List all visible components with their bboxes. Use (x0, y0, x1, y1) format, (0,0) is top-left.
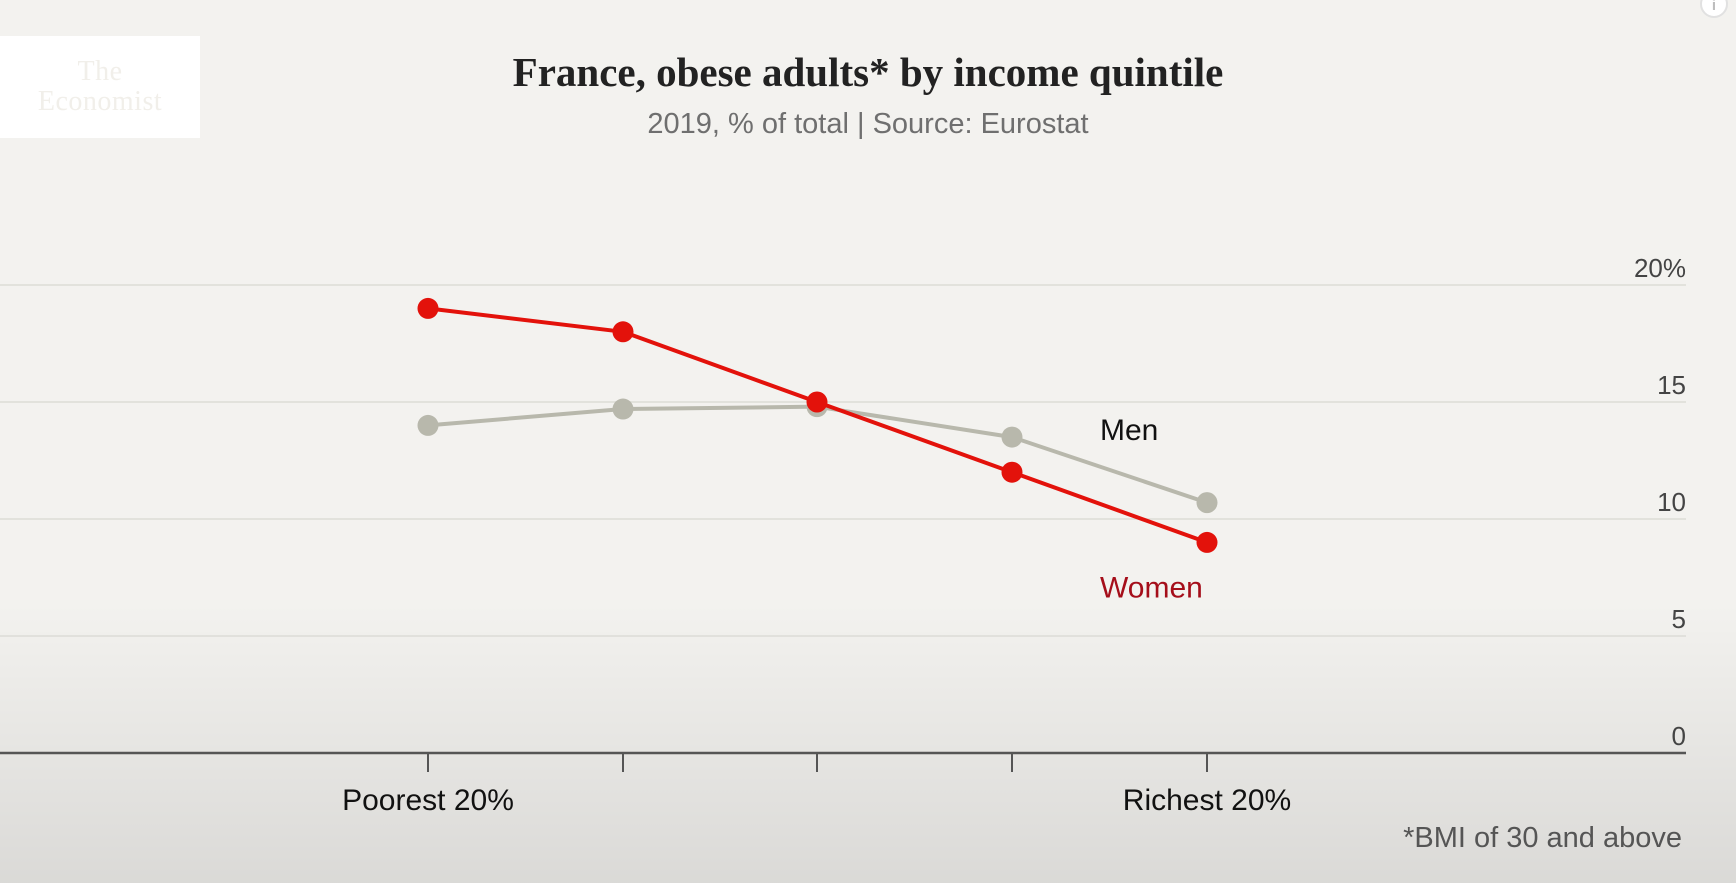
women-point-1 (417, 297, 439, 319)
women-point-2 (612, 321, 634, 343)
women-point-3 (806, 391, 828, 413)
x-tick-label-1: Poorest 20% (342, 784, 514, 817)
info-icon[interactable]: i (1700, 0, 1728, 18)
y-tick-label-5: 5 (1672, 604, 1686, 634)
x-tick-label-5: Richest 20% (1123, 784, 1291, 817)
men-series-label: Men (1100, 414, 1158, 447)
y-tick-label-15: 15 (1657, 370, 1686, 400)
men-point-1 (417, 414, 439, 436)
y-tick-label-20: 20% (1634, 253, 1686, 283)
women-series-label: Women (1100, 571, 1203, 604)
logo-line-1: The (77, 56, 123, 87)
economist-logo: The Economist (0, 36, 200, 138)
y-tick-label-0: 0 (1672, 721, 1686, 751)
logo-line-2: Economist (37, 86, 163, 117)
men-point-5 (1196, 492, 1218, 514)
men-point-4 (1001, 426, 1023, 448)
chart-subtitle: 2019, % of total | Source: Eurostat (647, 108, 1089, 140)
men-point-2 (612, 398, 634, 420)
men-series-line (426, 404, 1209, 505)
women-point-4 (1001, 461, 1023, 483)
women-point-5 (1196, 531, 1218, 553)
y-tick-label-10: 10 (1657, 487, 1686, 517)
women-series-line (426, 306, 1209, 545)
chart-footnote: *BMI of 30 and above (1403, 822, 1682, 854)
chart-title: France, obese adults* by income quintile (512, 49, 1224, 95)
info-icon-glyph: i (1711, 0, 1717, 14)
